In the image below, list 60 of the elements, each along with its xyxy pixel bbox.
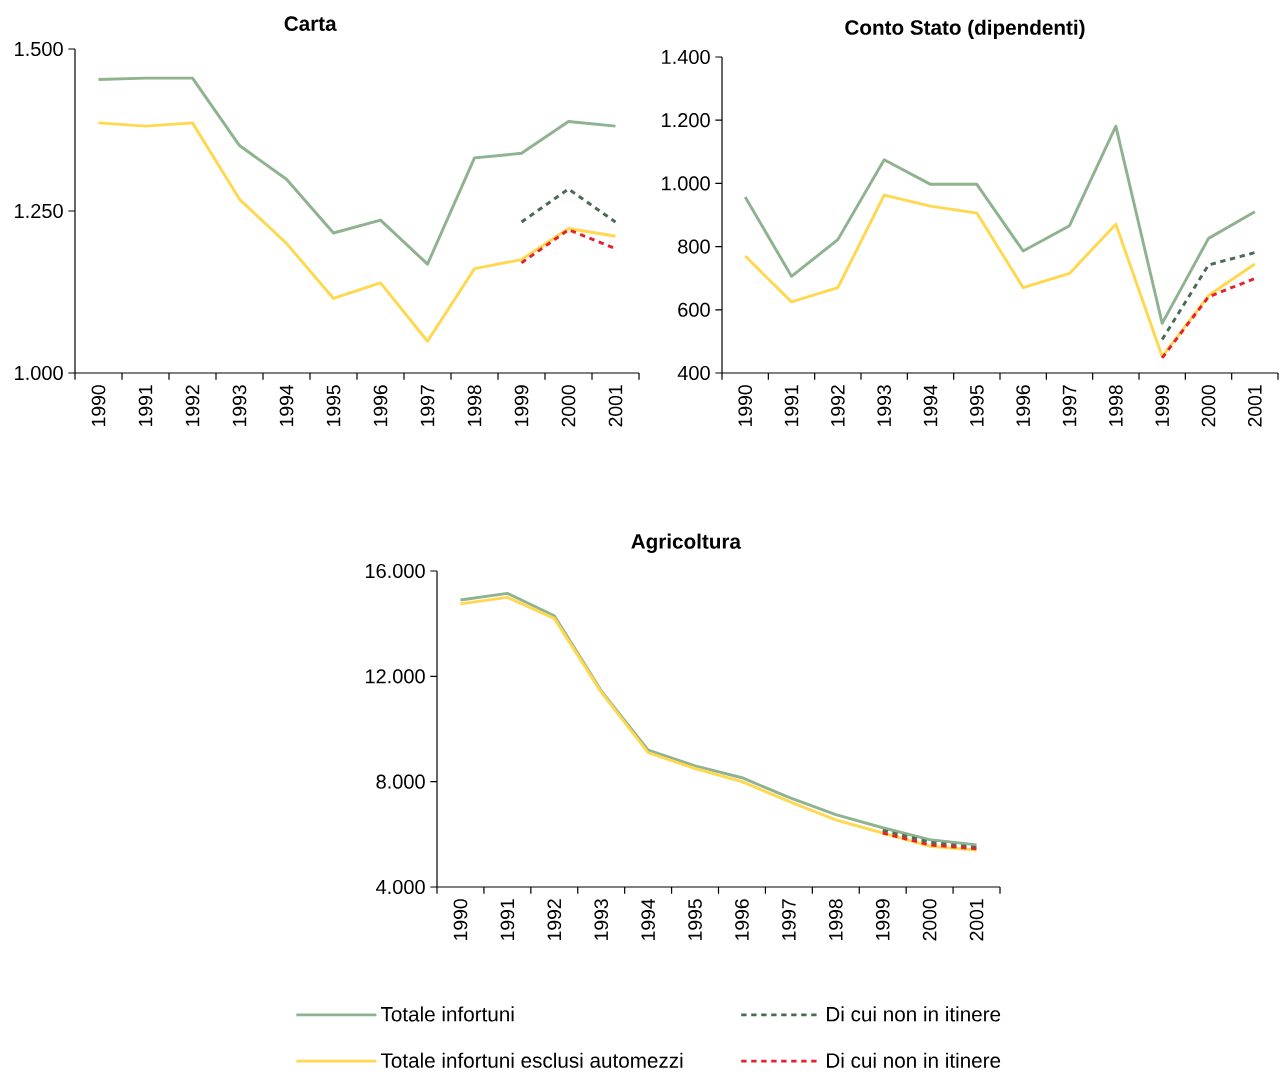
x-tick-label: 1999 [1155,385,1170,426]
y-tick-label: 16.000 [365,563,425,579]
y-tick-label: 1.400 [662,49,710,65]
x-tick-label: 1992 [185,385,200,426]
x-tick-label: 1994 [641,898,655,940]
x-tick-label: 1995 [688,899,702,940]
y-tick-label: 1.000 [15,365,63,381]
x-tick-label: 1994 [279,384,294,426]
x-tick-label: 1991 [500,899,515,940]
x-tick-label: 1999 [875,899,890,940]
legend-label: Di cui non in itinere [827,1006,1001,1022]
x-tick-label: 1992 [830,385,845,426]
y-tick-label: 12.000 [365,669,425,684]
y-tick-label: 600 [678,302,710,317]
line-series [97,76,617,266]
y-tick-label: 1.500 [15,41,63,57]
x-tick-label: 2001 [969,899,984,941]
x-tick-label: 2001 [608,385,623,427]
x-tick-label: 1996 [1016,385,1031,426]
x-tick-label: 1997 [420,385,435,426]
x-tick-label: 1998 [1108,385,1123,426]
x-tick-label: 2000 [922,899,937,941]
x-tick-label: 1997 [1062,385,1077,426]
legend-label: Totale infortuni esclusi automezzi [380,1052,683,1068]
chart-title: Carta [284,16,337,31]
y-tick-label: 400 [677,365,710,381]
y-tick-label: 1.000 [662,176,710,191]
line-series [743,193,1257,359]
y-tick-label: 800 [678,239,710,254]
y-tick-label: 1.250 [15,203,63,219]
x-tick-label: 1993 [594,899,609,940]
x-tick-label: 1991 [784,385,799,426]
chart-title: Agricoltura [631,533,742,553]
x-tick-label: 2001 [1247,385,1262,427]
x-tick-label: 1997 [782,899,796,940]
x-tick-label: 2000 [1201,385,1216,427]
chart-title: Conto Stato (dipendenti) [845,19,1085,39]
x-tick-label: 1991 [138,385,153,426]
line-series [97,121,617,343]
x-tick-label: 1992 [547,899,562,940]
x-tick-label: 1994 [923,384,938,426]
x-tick-label: 1990 [738,385,753,426]
line-series [743,124,1257,325]
y-tick-label: 4.000 [376,879,425,895]
x-tick-label: 1990 [453,899,468,940]
x-tick-label: 2000 [561,385,576,427]
x-tick-label: 1996 [373,385,388,426]
x-tick-label: 1995 [969,385,984,426]
x-tick-label: 1998 [467,385,482,426]
x-tick-label: 1993 [232,385,247,426]
y-tick-label: 8.000 [376,774,425,789]
y-tick-label: 1.200 [662,113,710,128]
x-tick-label: 1995 [326,385,341,426]
x-tick-label: 1993 [877,385,892,426]
x-tick-label: 1996 [735,899,749,940]
x-tick-label: 1999 [514,385,529,426]
x-tick-label: 1990 [91,385,106,426]
legend-label: Totale infortuni [380,1006,514,1022]
legend-label: Di cui non in itinere [827,1052,1001,1068]
x-tick-label: 1998 [828,899,843,940]
